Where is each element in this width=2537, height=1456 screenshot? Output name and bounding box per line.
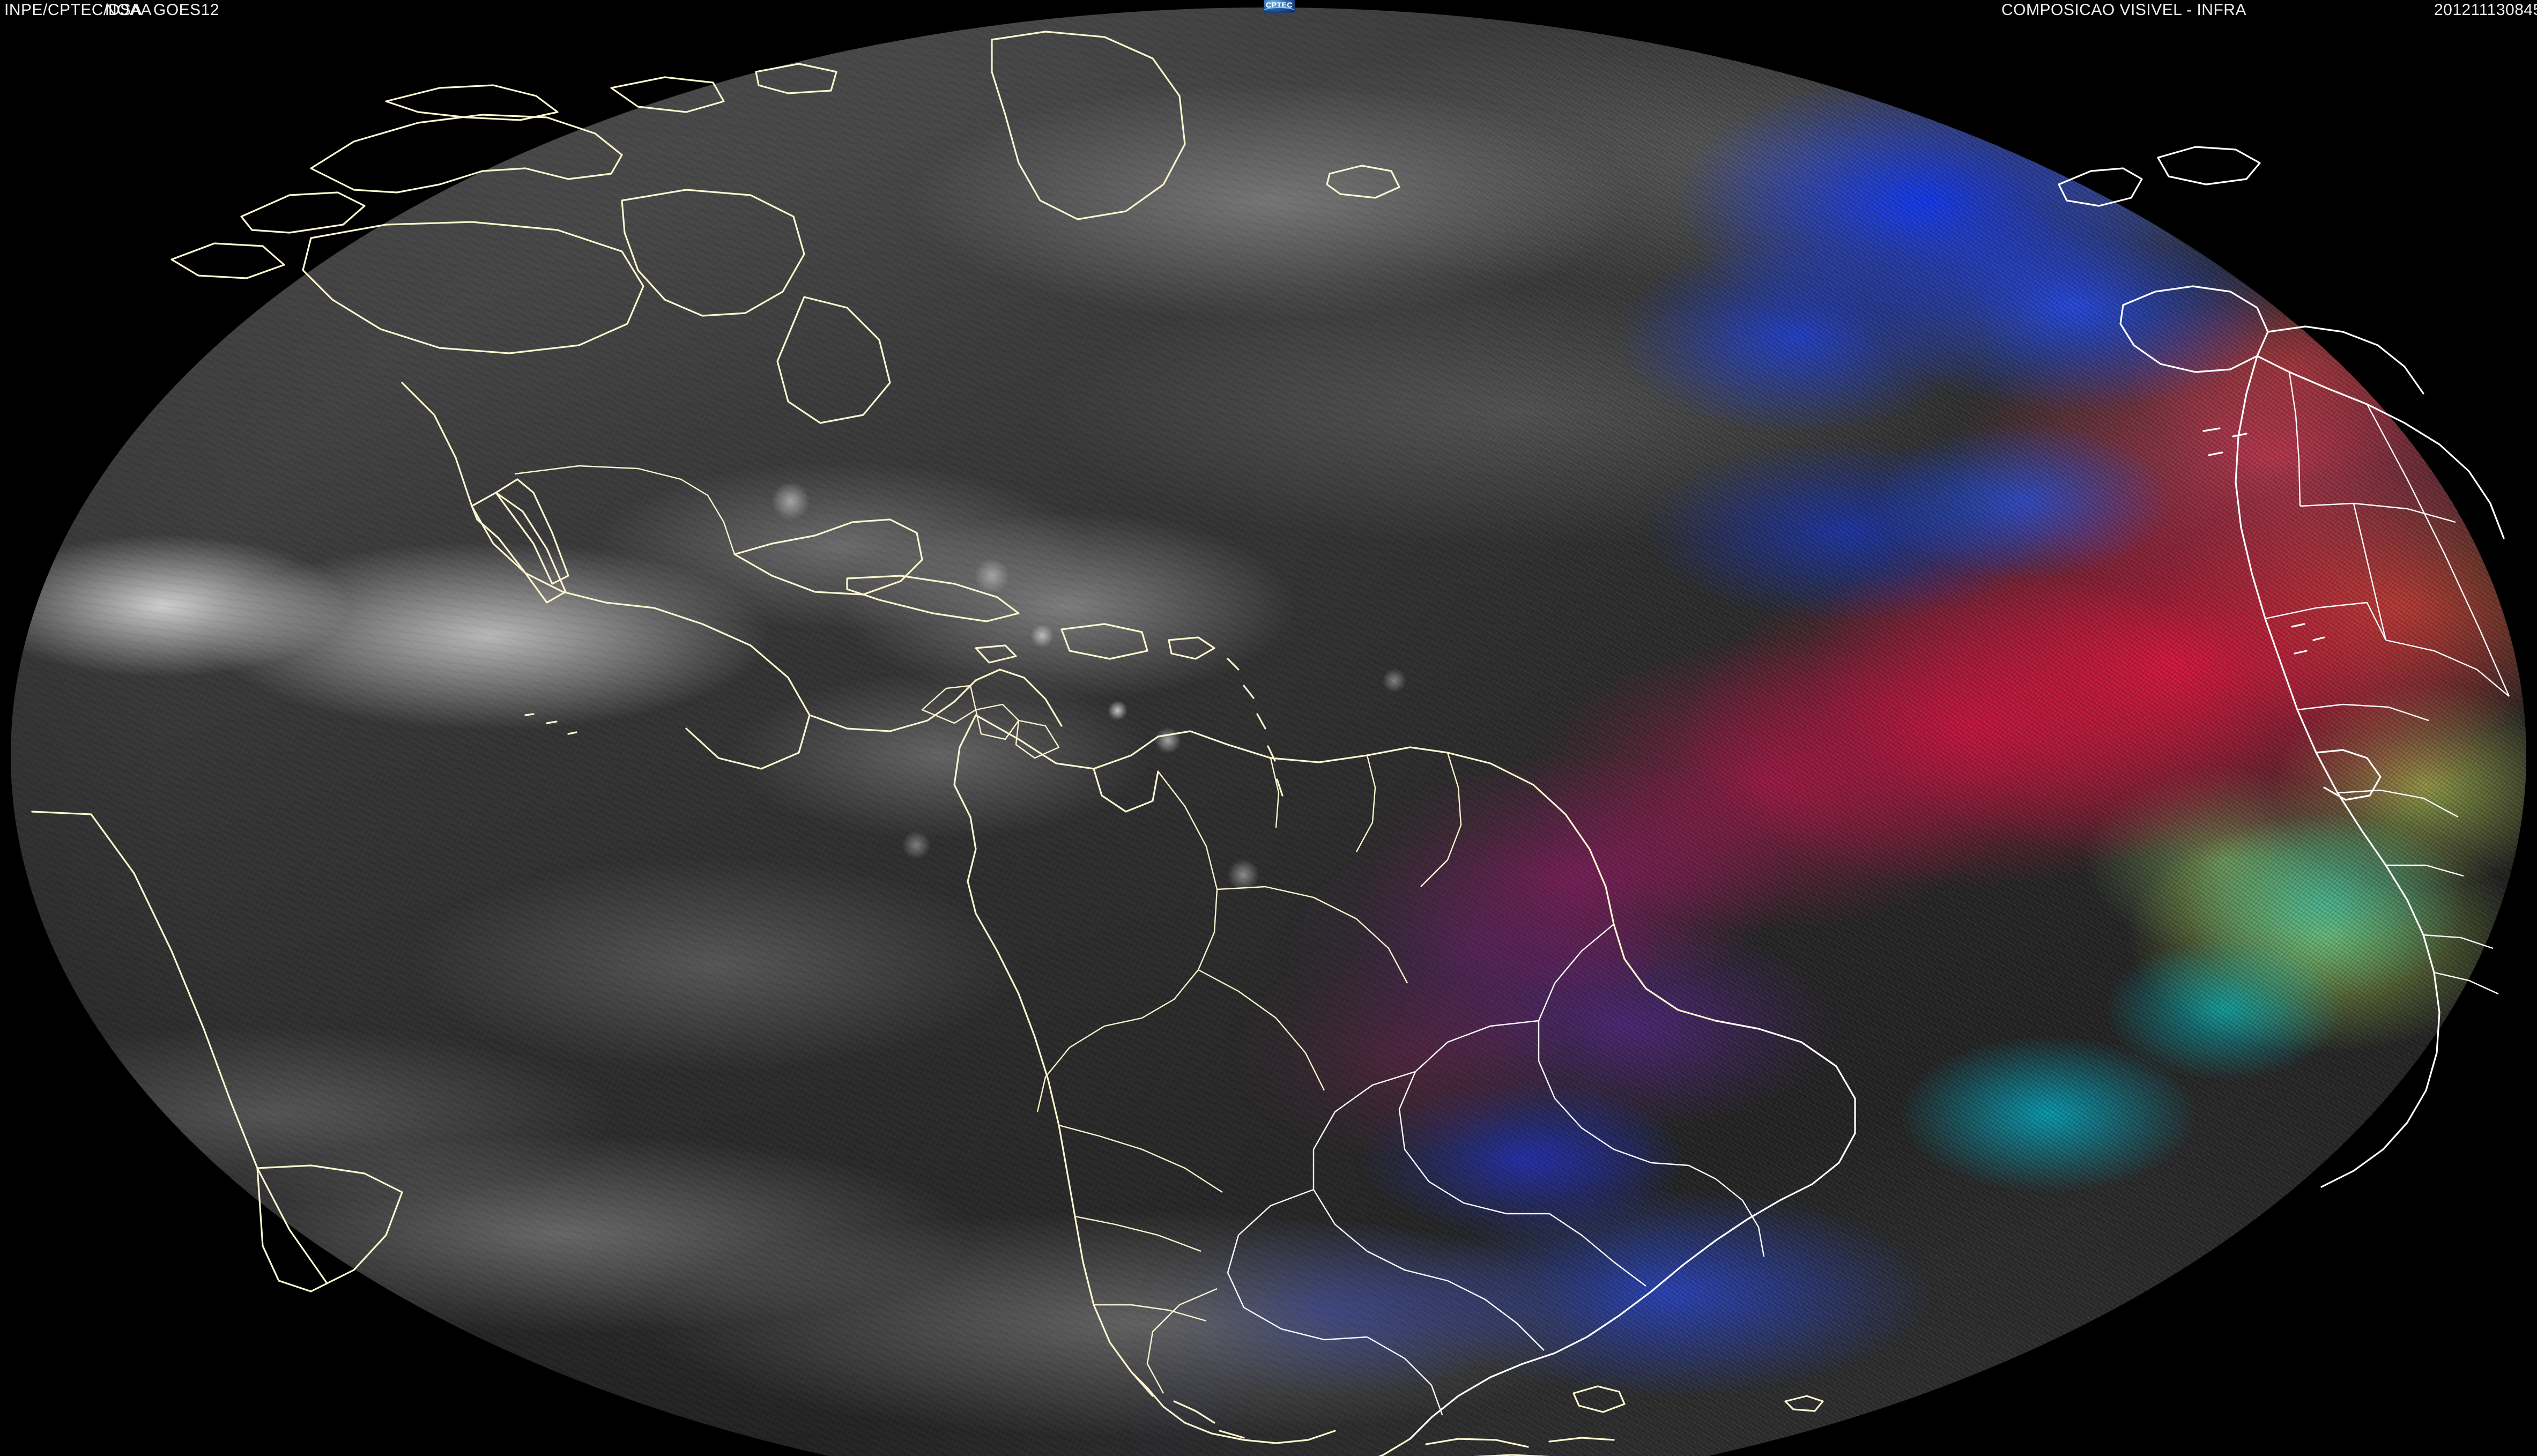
agency-label: INPE/CPTEC/DSA bbox=[4, 1, 143, 19]
satellite-label: GOES12 bbox=[153, 1, 220, 19]
timestamp-label: 201211130845 bbox=[2434, 1, 2537, 19]
cptec-logo-arc bbox=[1264, 6, 1294, 12]
header-bar: INPE/CPTEC/DSA NOAA GOES12 COMPOSICAO VI… bbox=[0, 0, 2537, 30]
product-title: COMPOSICAO VISIVEL - INFRA bbox=[2001, 1, 2246, 19]
limb-darkening-layer bbox=[11, 8, 2526, 1456]
earth-full-disc bbox=[11, 8, 2526, 1456]
cptec-logo-icon: CPTEC bbox=[1264, 0, 1295, 13]
operator-label: NOAA bbox=[105, 1, 152, 19]
